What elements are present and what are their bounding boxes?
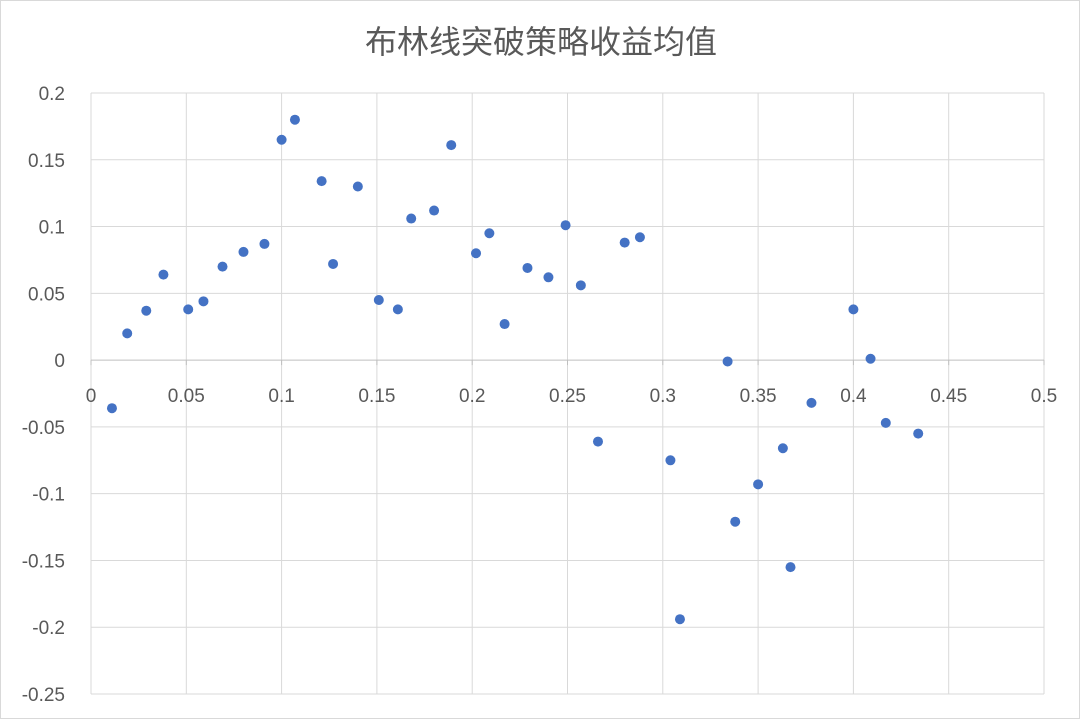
data-point (183, 304, 194, 315)
data-point (122, 328, 133, 339)
chart-title: 布林线突破策略收益均值 (365, 23, 717, 61)
x-tick-label: 0.5 (1031, 386, 1057, 407)
data-point (406, 213, 417, 224)
y-tick-label: -0.1 (32, 485, 65, 506)
data-point (880, 417, 891, 428)
x-tick-label: 0.25 (549, 386, 586, 407)
data-point (634, 232, 645, 243)
data-point (543, 272, 554, 283)
data-point (141, 305, 152, 316)
y-tick-label: -0.15 (22, 551, 65, 572)
data-point (730, 516, 741, 527)
data-point (289, 114, 300, 125)
data-point (848, 304, 859, 315)
y-tick-label: -0.2 (32, 618, 65, 639)
data-point (913, 428, 924, 439)
y-tick-label: 0.2 (39, 84, 65, 105)
data-point (522, 262, 533, 273)
data-point (806, 397, 817, 408)
data-point (777, 443, 788, 454)
data-point (429, 205, 440, 216)
data-point (446, 140, 457, 151)
y-tick-label: 0.05 (28, 284, 65, 305)
data-point (785, 562, 796, 573)
data-point (373, 295, 384, 306)
data-point (328, 258, 339, 269)
data-point (674, 614, 685, 625)
data-point (198, 296, 209, 307)
gridlines (90, 92, 1045, 695)
x-tick-label: 0.05 (168, 386, 205, 407)
y-tick-label: -0.05 (22, 418, 65, 439)
data-point (217, 261, 228, 272)
y-tick-label: 0.1 (39, 218, 65, 239)
x-tick-label: 0.2 (459, 386, 485, 407)
y-tick-label: 0.15 (28, 151, 65, 172)
data-point (352, 181, 363, 192)
axes (90, 359, 1045, 366)
tick-labels: 0.2 0.15 0.1 0.05 0 -0.05 -0.1 -0.15 -0.2 -0.25 0 0… (22, 84, 1058, 706)
data-point (471, 248, 482, 259)
data-point (665, 455, 676, 466)
data-point (392, 304, 403, 315)
data-point (575, 280, 586, 291)
data-points (106, 114, 924, 625)
data-point (865, 353, 876, 364)
y-tick-label: 0 (54, 351, 65, 372)
data-point (619, 237, 630, 248)
data-point (592, 436, 603, 447)
data-point (753, 479, 764, 490)
y-tick-label: -0.25 (22, 685, 65, 706)
data-point (259, 238, 270, 249)
x-tick-label: 0.3 (650, 386, 676, 407)
data-point (499, 319, 510, 330)
data-point (276, 134, 287, 145)
data-point (316, 176, 327, 187)
data-point (722, 356, 733, 367)
x-tick-label: 0.1 (268, 386, 294, 407)
data-point (106, 403, 117, 414)
data-point (238, 246, 249, 257)
data-point (560, 220, 571, 231)
x-tick-label: 0.45 (930, 386, 967, 407)
data-point (484, 228, 495, 239)
x-tick-label: 0.35 (740, 386, 777, 407)
data-point (158, 269, 169, 280)
x-tick-label: 0.4 (840, 386, 867, 407)
x-tick-label: 0 (86, 386, 97, 407)
x-tick-label: 0.15 (358, 386, 395, 407)
